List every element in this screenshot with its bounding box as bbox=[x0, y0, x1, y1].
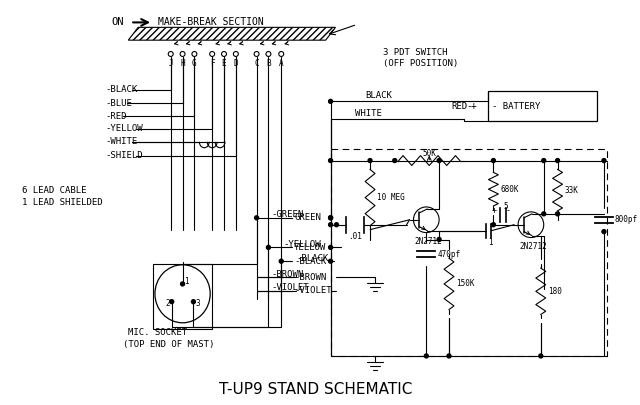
Circle shape bbox=[191, 300, 195, 304]
Text: -GREEN: -GREEN bbox=[271, 210, 303, 220]
Text: .01: .01 bbox=[348, 232, 362, 241]
Text: - BATTERY: - BATTERY bbox=[492, 102, 541, 111]
Text: (TOP END OF MAST): (TOP END OF MAST) bbox=[124, 340, 215, 349]
Circle shape bbox=[328, 216, 333, 220]
Text: 10 MEG: 10 MEG bbox=[377, 193, 404, 202]
Text: YELLOW: YELLOW bbox=[294, 243, 326, 252]
Circle shape bbox=[492, 159, 495, 162]
Text: 2: 2 bbox=[165, 299, 170, 308]
Circle shape bbox=[437, 159, 441, 162]
Circle shape bbox=[335, 223, 339, 227]
Text: 2N2712: 2N2712 bbox=[415, 237, 442, 246]
Bar bbox=[488, 92, 597, 121]
Text: 2N2712: 2N2712 bbox=[519, 242, 547, 251]
Text: J: J bbox=[168, 60, 173, 68]
Text: -WHITE: -WHITE bbox=[106, 137, 138, 146]
Text: 1: 1 bbox=[184, 277, 189, 286]
Circle shape bbox=[437, 237, 441, 241]
Text: A: A bbox=[279, 60, 284, 68]
Circle shape bbox=[447, 354, 451, 358]
Text: C: C bbox=[254, 60, 259, 68]
Text: BLACK: BLACK bbox=[365, 91, 392, 100]
Text: (OFF POSITION): (OFF POSITION) bbox=[383, 60, 458, 68]
Text: +: + bbox=[470, 101, 477, 111]
Text: -BLACK: -BLACK bbox=[106, 85, 138, 94]
Circle shape bbox=[542, 159, 546, 162]
Circle shape bbox=[266, 245, 270, 249]
Text: -VIOLET: -VIOLET bbox=[271, 284, 309, 292]
Circle shape bbox=[539, 354, 543, 358]
Text: D: D bbox=[234, 60, 238, 68]
Text: -VIOLET: -VIOLET bbox=[294, 286, 332, 295]
Text: WHITE: WHITE bbox=[355, 109, 382, 118]
Bar bbox=[153, 264, 212, 329]
Text: MAKE-BREAK SECTION: MAKE-BREAK SECTION bbox=[158, 17, 264, 28]
Text: 1 LEAD SHIELDED: 1 LEAD SHIELDED bbox=[22, 198, 102, 207]
Text: -SHIELD: -SHIELD bbox=[106, 151, 143, 160]
Text: ON: ON bbox=[111, 17, 124, 28]
Text: B: B bbox=[266, 60, 271, 68]
Text: 33K: 33K bbox=[564, 185, 579, 195]
Circle shape bbox=[328, 245, 333, 249]
Circle shape bbox=[328, 159, 333, 162]
Text: 5: 5 bbox=[504, 202, 509, 211]
Text: 6 LEAD CABLE: 6 LEAD CABLE bbox=[22, 185, 86, 195]
Circle shape bbox=[556, 159, 559, 162]
Circle shape bbox=[542, 212, 546, 216]
Text: GREEN: GREEN bbox=[294, 213, 321, 222]
Circle shape bbox=[393, 159, 397, 162]
Text: +: + bbox=[492, 207, 497, 215]
Text: 150K: 150K bbox=[456, 279, 474, 288]
Circle shape bbox=[368, 159, 372, 162]
Text: 50K: 50K bbox=[422, 149, 436, 158]
Text: -BLUE: -BLUE bbox=[106, 99, 132, 108]
Text: 800pf: 800pf bbox=[615, 215, 638, 224]
Text: G: G bbox=[192, 60, 196, 68]
Polygon shape bbox=[128, 28, 335, 40]
Circle shape bbox=[170, 300, 173, 304]
Text: -BLACK: -BLACK bbox=[296, 254, 328, 263]
Text: MIC. SOCKET: MIC. SOCKET bbox=[128, 328, 188, 337]
Circle shape bbox=[328, 216, 333, 220]
Text: 470pf: 470pf bbox=[437, 250, 460, 259]
Circle shape bbox=[602, 230, 606, 234]
Text: 1: 1 bbox=[488, 238, 493, 247]
Circle shape bbox=[279, 259, 284, 263]
Circle shape bbox=[602, 159, 606, 162]
Text: T-UP9 STAND SCHEMATIC: T-UP9 STAND SCHEMATIC bbox=[219, 382, 412, 397]
Text: RED-: RED- bbox=[451, 102, 472, 111]
Text: H: H bbox=[180, 60, 185, 68]
Text: 680K: 680K bbox=[500, 185, 519, 194]
Circle shape bbox=[556, 212, 559, 216]
Circle shape bbox=[424, 354, 428, 358]
Circle shape bbox=[328, 223, 333, 227]
Circle shape bbox=[180, 282, 184, 286]
Circle shape bbox=[255, 216, 259, 220]
Text: -YELLOW: -YELLOW bbox=[106, 124, 143, 134]
Circle shape bbox=[328, 99, 333, 103]
Circle shape bbox=[328, 259, 333, 263]
Circle shape bbox=[492, 223, 495, 227]
Text: 3 PDT SWITCH: 3 PDT SWITCH bbox=[383, 47, 447, 57]
Text: F: F bbox=[210, 60, 214, 68]
Text: -RED: -RED bbox=[106, 112, 127, 121]
Text: 3: 3 bbox=[195, 299, 200, 308]
Text: -BROWN: -BROWN bbox=[271, 270, 303, 279]
Text: -YELLOW: -YELLOW bbox=[284, 240, 321, 249]
Text: -BLACK: -BLACK bbox=[294, 257, 326, 266]
Bar bbox=[331, 149, 607, 356]
Text: -: - bbox=[506, 207, 511, 215]
Text: 180: 180 bbox=[548, 287, 561, 296]
Text: -BROWN: -BROWN bbox=[294, 273, 326, 281]
Text: E: E bbox=[221, 60, 227, 68]
